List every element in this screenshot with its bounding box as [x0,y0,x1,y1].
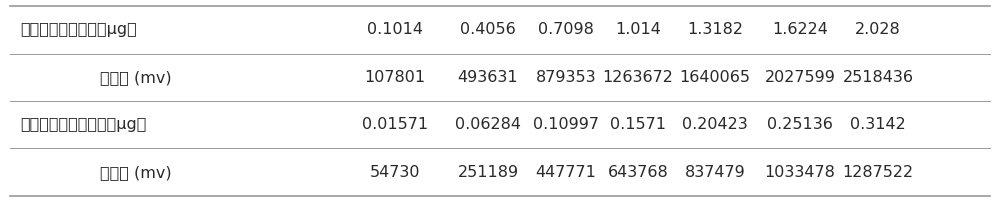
Text: 879353: 879353 [536,70,596,85]
Text: 0.20423: 0.20423 [682,117,748,132]
Text: 54730: 54730 [370,165,420,180]
Text: 峰面积 (mv): 峰面积 (mv) [100,70,172,85]
Text: 0.4056: 0.4056 [460,22,516,37]
Text: 107801: 107801 [364,70,426,85]
Text: 1.014: 1.014 [615,22,661,37]
Text: 1.3182: 1.3182 [687,22,743,37]
Text: 0.25136: 0.25136 [767,117,833,132]
Text: 0.01571: 0.01571 [362,117,428,132]
Text: 2518436: 2518436 [842,70,914,85]
Text: 0.1571: 0.1571 [610,117,666,132]
Text: 837479: 837479 [685,165,745,180]
Text: 1287522: 1287522 [842,165,914,180]
Text: 447771: 447771 [536,165,596,180]
Text: 1263672: 1263672 [603,70,673,85]
Text: 盐酸氯己定进样量（μg）: 盐酸氯己定进样量（μg） [20,22,137,37]
Text: 643768: 643768 [608,165,668,180]
Text: 2.028: 2.028 [855,22,901,37]
Text: 1.6224: 1.6224 [772,22,828,37]
Text: 2027599: 2027599 [765,70,835,85]
Text: 0.1014: 0.1014 [367,22,423,37]
Text: 0.10997: 0.10997 [533,117,599,132]
Text: 0.7098: 0.7098 [538,22,594,37]
Text: 峰面积 (mv): 峰面积 (mv) [100,165,172,180]
Text: 盐酸达克罗宁进样量（μg）: 盐酸达克罗宁进样量（μg） [20,117,146,132]
Text: 1033478: 1033478 [765,165,835,180]
Text: 251189: 251189 [457,165,519,180]
Text: 0.06284: 0.06284 [455,117,521,132]
Text: 1640065: 1640065 [680,70,750,85]
Text: 493631: 493631 [458,70,518,85]
Text: 0.3142: 0.3142 [850,117,906,132]
